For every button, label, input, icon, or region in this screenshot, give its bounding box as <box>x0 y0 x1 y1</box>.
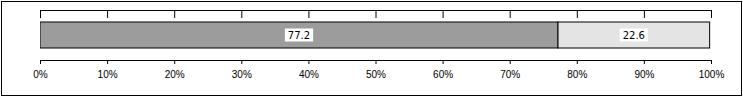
tick-mark <box>577 10 578 18</box>
tick-label: 100% <box>699 69 725 80</box>
tick-mark <box>711 60 712 64</box>
tick-mark <box>107 60 108 64</box>
tick-mark <box>308 10 309 18</box>
data-label-group: 77.2 <box>285 29 313 42</box>
tick <box>711 10 712 18</box>
tick: 100% <box>699 60 725 80</box>
tick <box>174 10 175 18</box>
tick-mark <box>174 10 175 18</box>
tick-mark <box>308 60 309 64</box>
tick <box>577 10 578 18</box>
tick: 40% <box>299 60 319 80</box>
data-label: 77.2 <box>288 30 310 41</box>
data-label: 22.6 <box>623 30 645 41</box>
tick: 30% <box>232 60 252 80</box>
data-label-box <box>620 29 648 42</box>
tick: 10% <box>98 60 118 80</box>
tick-mark <box>174 60 175 64</box>
tick-mark <box>376 10 377 18</box>
tick-mark <box>644 10 645 18</box>
tick-label: 40% <box>299 69 319 80</box>
bars <box>40 22 710 48</box>
tick: 0% <box>33 60 48 80</box>
x-axis-top <box>41 10 712 18</box>
tick: 80% <box>567 60 587 80</box>
tick-label: 50% <box>366 69 386 80</box>
tick-mark <box>376 60 377 64</box>
tick-label: 60% <box>433 69 453 80</box>
tick: 20% <box>165 60 185 80</box>
tick <box>644 10 645 18</box>
chart: 0% 10% 20% 30% 40% 50% 60% 70% 80% 90% 100% 77.2 22.… <box>0 0 743 97</box>
tick-mark <box>40 10 41 18</box>
data-label-group: 22.6 <box>620 29 648 42</box>
tick: 70% <box>500 60 520 80</box>
tick: 50% <box>366 60 386 80</box>
bar-segment <box>40 22 558 48</box>
tick-mark <box>644 60 645 64</box>
data-labels: 77.2 22.6 <box>285 29 648 42</box>
tick-mark <box>241 60 242 64</box>
tick <box>443 10 444 18</box>
tick-label: 90% <box>634 69 654 80</box>
bar-segment <box>558 22 710 48</box>
tick-mark <box>510 10 511 18</box>
tick <box>376 10 377 18</box>
tick-label: 30% <box>232 69 252 80</box>
data-label-box <box>285 29 313 42</box>
tick <box>308 10 309 18</box>
tick-label: 20% <box>165 69 185 80</box>
frame <box>2 2 742 96</box>
x-axis: 0% 10% 20% 30% 40% 50% 60% 70% 80% 90% 100% <box>33 60 724 80</box>
tick-label: 80% <box>567 69 587 80</box>
tick-mark <box>443 60 444 64</box>
tick: 90% <box>634 60 654 80</box>
tick: 60% <box>433 60 453 80</box>
tick-mark <box>510 60 511 64</box>
tick <box>510 10 511 18</box>
tick-mark <box>443 10 444 18</box>
tick-mark <box>107 10 108 18</box>
tick <box>241 10 242 18</box>
tick-label: 70% <box>500 69 520 80</box>
tick <box>40 10 41 18</box>
tick-mark <box>711 10 712 18</box>
tick <box>107 10 108 18</box>
tick-mark <box>577 60 578 64</box>
tick-mark <box>241 10 242 18</box>
tick-label: 10% <box>98 69 118 80</box>
tick-mark <box>40 60 41 64</box>
tick-label: 0% <box>33 69 48 80</box>
